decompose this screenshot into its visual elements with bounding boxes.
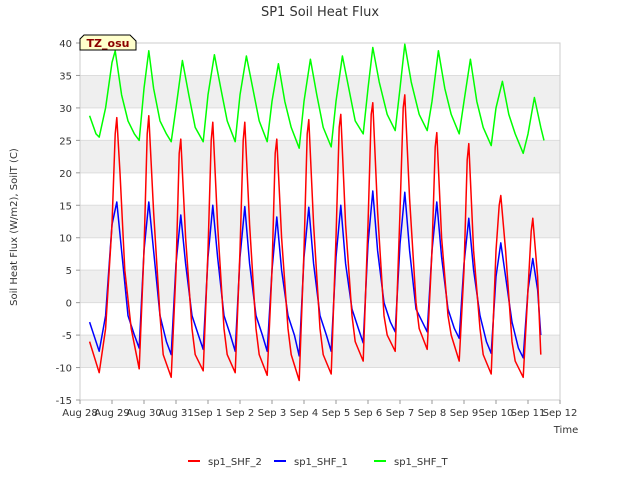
x-tick-label: Sep 1 bbox=[194, 408, 222, 419]
x-tick-label: Sep 10 bbox=[479, 408, 514, 419]
x-tick-label: Sep 11 bbox=[511, 408, 546, 419]
y-axis-label: Soil Heat Flux (W/m2), SoilT (C) bbox=[9, 148, 20, 306]
series-line-sp1_SHF_1 bbox=[88, 190, 542, 359]
y-tick-label: -10 bbox=[56, 364, 72, 375]
legend: sp1_SHF_2 sp1_SHF_1 sp1_SHF_T bbox=[188, 457, 449, 468]
y-tick-label: 40 bbox=[59, 39, 72, 50]
x-tick-label: Aug 30 bbox=[126, 408, 161, 419]
series-line-sp1_SHF_2 bbox=[88, 94, 542, 382]
x-tick-label: Sep 6 bbox=[354, 408, 382, 419]
y-tick-label: 15 bbox=[59, 201, 72, 212]
grid-band bbox=[80, 335, 560, 368]
x-tick-label: Sep 9 bbox=[450, 408, 478, 419]
plot-area bbox=[79, 42, 561, 401]
x-tick-label: Sep 3 bbox=[258, 408, 286, 419]
grid-band bbox=[80, 140, 560, 173]
legend-label-sp1_SHF_2: sp1_SHF_2 bbox=[208, 457, 262, 468]
y-tick-label: 5 bbox=[66, 266, 72, 277]
tz-badge-label: TZ_osu bbox=[87, 37, 130, 50]
x-tick-label: Aug 31 bbox=[158, 408, 193, 419]
y-tick-label: 0 bbox=[66, 299, 72, 310]
x-tick-label: Aug 28 bbox=[62, 408, 97, 419]
grid-band bbox=[80, 75, 560, 108]
x-tick-label: Aug 29 bbox=[94, 408, 129, 419]
grid-bands bbox=[80, 75, 560, 368]
y-tick-label: 10 bbox=[59, 234, 72, 245]
x-tick-label: Sep 8 bbox=[418, 408, 446, 419]
y-tick-label: 20 bbox=[59, 169, 72, 180]
y-axis-ticks: -15 -10 -5 0 5 10 15 20 25 30 35 40 bbox=[56, 39, 80, 407]
tz-badge: TZ_osu bbox=[79, 34, 137, 51]
x-tick-label: Sep 5 bbox=[322, 408, 350, 419]
series-layer bbox=[88, 43, 545, 382]
y-tick-label: 35 bbox=[59, 71, 72, 82]
series-line-sp1_SHF_T bbox=[88, 43, 545, 155]
x-tick-label: Sep 2 bbox=[226, 408, 254, 419]
legend-label-sp1_SHF_T: sp1_SHF_T bbox=[394, 457, 449, 468]
x-tick-label: Sep 7 bbox=[386, 408, 414, 419]
y-tick-label: -15 bbox=[56, 396, 72, 407]
y-tick-label: 30 bbox=[59, 104, 72, 115]
y-tick-label: -5 bbox=[62, 331, 72, 342]
x-tick-label: Sep 4 bbox=[290, 408, 318, 419]
grid-band bbox=[80, 270, 560, 303]
grid-band bbox=[80, 205, 560, 238]
chart-title: SP1 Soil Heat Flux bbox=[261, 5, 379, 20]
legend-label-sp1_SHF_1: sp1_SHF_1 bbox=[294, 457, 348, 468]
y-tick-label: 25 bbox=[59, 136, 72, 147]
x-tick-label: Sep 12 bbox=[543, 408, 578, 419]
x-axis-label: Time bbox=[553, 425, 578, 436]
